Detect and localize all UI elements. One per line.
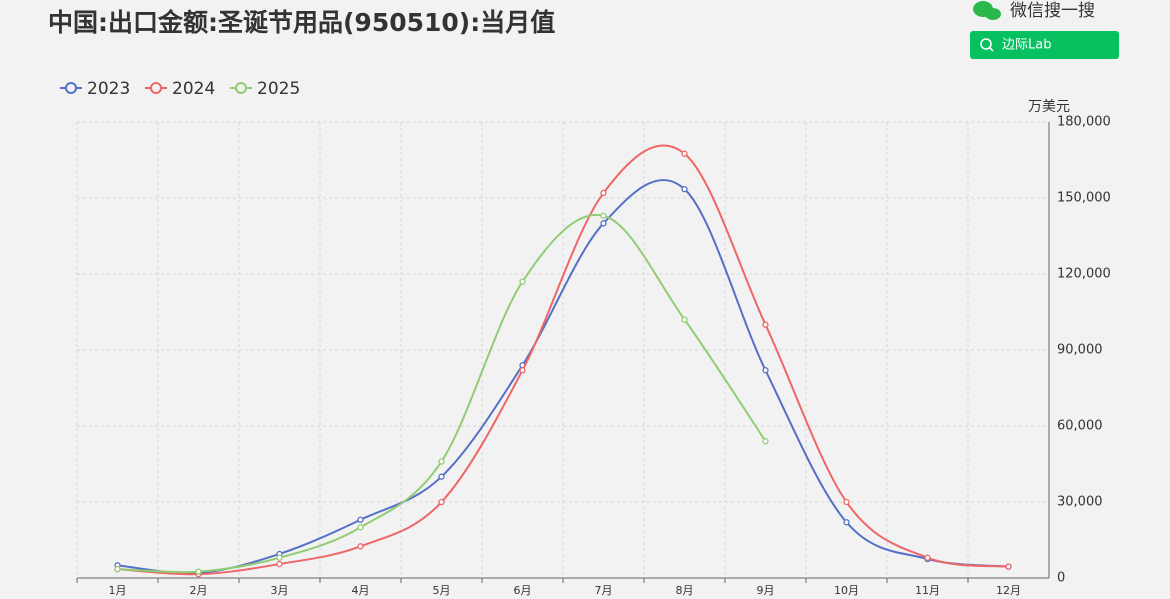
data-point <box>843 519 850 526</box>
legend-marker <box>235 82 247 94</box>
x-tick-label: 12月 <box>996 584 1021 597</box>
y-tick-label: 120,000 <box>1057 267 1111 282</box>
data-point <box>276 560 283 568</box>
x-tick-label: 11月 <box>915 584 940 597</box>
data-point <box>924 554 931 561</box>
search-icon <box>989 47 994 52</box>
data-point <box>195 568 202 575</box>
y-tick-label: 30,000 <box>1057 495 1103 510</box>
data-point <box>600 212 607 219</box>
data-point <box>438 498 445 506</box>
y-tick-label: 60,000 <box>1057 419 1103 434</box>
data-point <box>114 565 121 573</box>
x-tick-label: 7月 <box>595 584 613 597</box>
legend-label: 2024 <box>172 79 215 99</box>
legend-label: 2025 <box>257 79 300 99</box>
x-tick-label: 1月 <box>109 584 127 597</box>
data-point <box>357 524 364 531</box>
data-point <box>600 220 607 227</box>
x-tick-label: 10月 <box>834 584 859 597</box>
legend-label: 2023 <box>87 79 130 99</box>
legend-marker <box>150 82 162 94</box>
data-point <box>357 516 364 523</box>
x-tick-label: 2月 <box>190 584 208 597</box>
y-unit: 万美元 <box>1028 99 1070 115</box>
data-point <box>762 438 769 445</box>
y-tick-label: 180,000 <box>1057 115 1111 130</box>
x-tick-label: 5月 <box>433 584 451 597</box>
series-line <box>117 144 1009 576</box>
search-button[interactable] <box>970 31 1119 59</box>
data-point <box>600 189 607 197</box>
wechat-icon <box>973 1 1001 20</box>
data-point <box>519 278 526 285</box>
data-point <box>438 458 445 465</box>
data-point <box>762 321 769 328</box>
button-label[interactable]: 边际Lab <box>1002 38 1051 53</box>
x-tick-label: 3月 <box>271 584 289 597</box>
x-tick-label: 4月 <box>352 584 370 597</box>
legend-marker <box>65 82 77 94</box>
data-point <box>681 185 688 193</box>
y-tick-label: 150,000 <box>1057 191 1111 206</box>
data-point <box>357 543 364 550</box>
chart-title: 中国:出口金额:圣诞节用品(950510):当月值 <box>48 8 555 37</box>
x-tick-label: 9月 <box>757 584 775 597</box>
data-point <box>276 554 283 561</box>
data-point <box>519 367 526 374</box>
series-line <box>117 213 767 574</box>
data-point <box>843 498 850 506</box>
y-tick-label: 0 <box>1057 571 1065 586</box>
search-label: 微信搜一搜 <box>1010 1 1095 21</box>
data-point <box>681 150 688 157</box>
data-point <box>681 316 688 323</box>
data-point <box>438 473 445 480</box>
x-tick-label: 8月 <box>676 584 694 597</box>
data-point <box>762 367 769 374</box>
data-point <box>1005 563 1012 570</box>
search-icon <box>980 38 992 50</box>
y-tick-label: 90,000 <box>1057 343 1103 358</box>
x-tick-label: 6月 <box>514 584 532 597</box>
